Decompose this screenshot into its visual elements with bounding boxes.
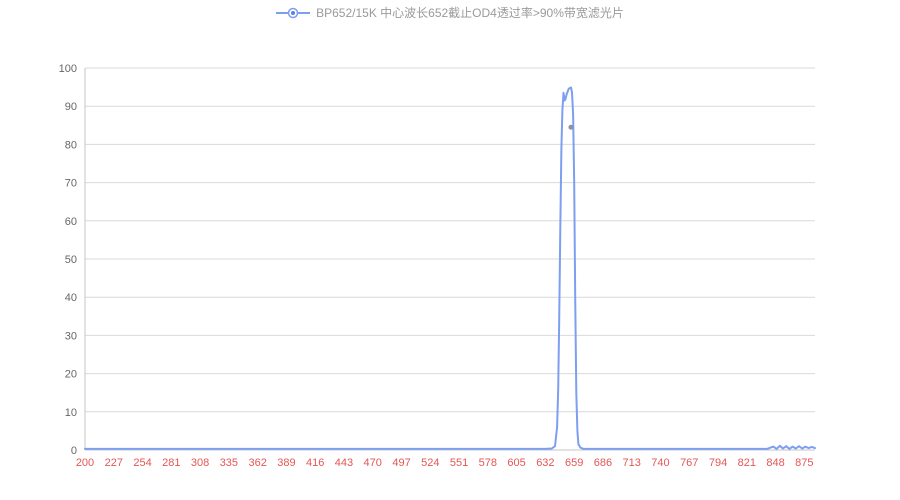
x-tick-label: 740 <box>651 457 669 469</box>
y-tick-label: 0 <box>71 445 77 457</box>
x-tick-label: 605 <box>507 457 525 469</box>
x-tick-label: 767 <box>680 457 698 469</box>
y-tick-label: 10 <box>65 407 77 419</box>
x-tick-label: 416 <box>306 457 324 469</box>
y-tick-label: 90 <box>65 101 77 113</box>
x-tick-label: 551 <box>450 457 468 469</box>
y-tick-label: 40 <box>65 292 77 304</box>
y-tick-label: 60 <box>65 216 77 228</box>
x-tick-label: 389 <box>277 457 295 469</box>
x-tick-label: 254 <box>133 457 151 469</box>
legend-marker-icon <box>276 7 311 19</box>
x-tick-label: 632 <box>536 457 554 469</box>
y-tick-label: 20 <box>65 369 77 381</box>
x-tick-label: 443 <box>335 457 353 469</box>
x-tick-label: 875 <box>795 457 813 469</box>
x-tick-label: 200 <box>76 457 94 469</box>
y-tick-label: 70 <box>65 178 77 190</box>
x-tick-label: 848 <box>766 457 784 469</box>
x-tick-label: 713 <box>623 457 641 469</box>
y-tick-label: 50 <box>65 254 77 266</box>
y-tick-label: 100 <box>59 63 77 75</box>
legend-label: BP652/15K 中心波长652截止OD4透过率>90%带宽滤光片 <box>316 6 624 20</box>
x-tick-label: 524 <box>421 457 439 469</box>
x-tick-label: 578 <box>479 457 497 469</box>
x-tick-label: 470 <box>364 457 382 469</box>
x-tick-label: 794 <box>709 457 727 469</box>
y-tick-label: 80 <box>65 139 77 151</box>
x-tick-label: 335 <box>220 457 238 469</box>
x-tick-label: 686 <box>594 457 612 469</box>
x-tick-label: 281 <box>162 457 180 469</box>
series-line[interactable] <box>84 86 816 450</box>
x-tick-label: 497 <box>392 457 410 469</box>
data-point-marker[interactable] <box>568 124 574 130</box>
y-tick-label: 30 <box>65 330 77 342</box>
legend[interactable]: BP652/15K 中心波长652截止OD4透过率>90%带宽滤光片 <box>0 6 900 20</box>
x-tick-label: 821 <box>738 457 756 469</box>
x-tick-label: 659 <box>565 457 583 469</box>
x-tick-label: 227 <box>105 457 123 469</box>
x-tick-label: 362 <box>248 457 266 469</box>
x-tick-label: 308 <box>191 457 209 469</box>
